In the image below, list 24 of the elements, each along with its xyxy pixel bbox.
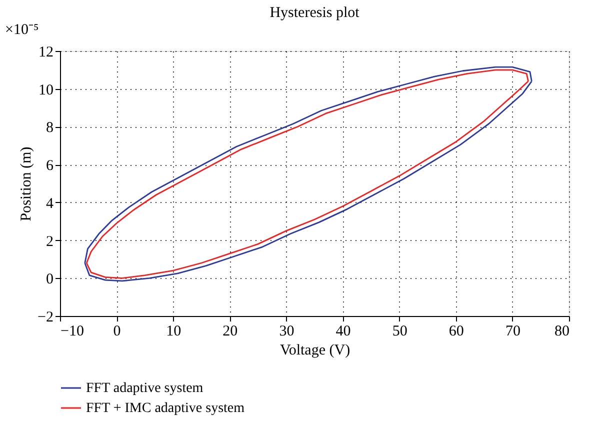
- x-tick-label: −10: [60, 324, 84, 340]
- y-tick-label: 10: [38, 82, 54, 98]
- x-axis-title: Voltage (V): [280, 342, 350, 358]
- x-tick-label: 50: [392, 324, 408, 340]
- x-tick-label: 60: [448, 324, 464, 340]
- x-tick-label: 70: [505, 324, 520, 340]
- y-tick-label: 2: [46, 234, 54, 250]
- legend-label: FFT + IMC adaptive system: [86, 401, 245, 416]
- x-tick-label: 30: [279, 324, 294, 340]
- y-tick-label: 12: [38, 44, 54, 60]
- x-tick-label: 0: [113, 324, 121, 340]
- y-tick-label: −2: [38, 310, 54, 326]
- x-tick-label: 80: [554, 324, 570, 340]
- y-tick-label: 4: [46, 196, 54, 212]
- x-tick-label: 40: [336, 324, 351, 340]
- text: ×10⁻⁵: [5, 22, 39, 38]
- x-tick-label: 20: [222, 324, 238, 340]
- chart-title: Hysteresis plot: [270, 5, 360, 21]
- y-tick-label: 8: [46, 120, 54, 136]
- y-tick-label: 0: [46, 272, 54, 288]
- y-tick-label: 6: [46, 158, 54, 174]
- x-tick-label: 10: [166, 324, 182, 340]
- y-axis-title: Position (m): [18, 146, 35, 222]
- legend-label: FFT adaptive system: [86, 381, 204, 396]
